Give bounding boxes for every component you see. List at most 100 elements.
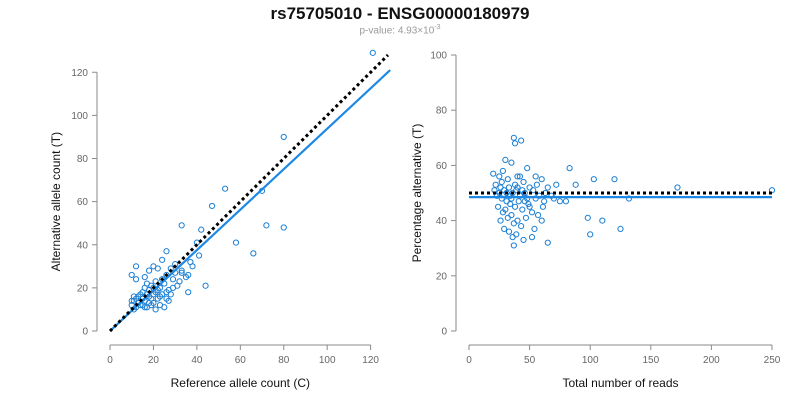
- data-point: [518, 137, 525, 144]
- data-point: [510, 220, 517, 227]
- data-point: [502, 156, 509, 163]
- data-point: [490, 170, 497, 177]
- fit-line: [109, 69, 391, 332]
- data-point: [132, 263, 140, 270]
- chart-title: rs75705010 - ENSG00000180979: [270, 4, 530, 23]
- data-point: [501, 225, 508, 232]
- data-point: [145, 299, 153, 307]
- x-axis-title: Reference allele count (C): [171, 376, 310, 390]
- data-point: [503, 189, 510, 197]
- data-point: [532, 173, 539, 180]
- y-tick-label: 0: [441, 327, 447, 338]
- data-point: [538, 176, 545, 183]
- data-point: [169, 276, 177, 283]
- y-tick-label: 60: [77, 197, 89, 208]
- x-tick-label: 100: [319, 355, 336, 366]
- data-point: [584, 214, 591, 221]
- data-point: [504, 176, 511, 183]
- x-tick-label: 0: [107, 355, 113, 366]
- data-point: [522, 214, 530, 221]
- data-point: [516, 173, 524, 180]
- data-point: [497, 184, 504, 191]
- data-point: [150, 263, 157, 270]
- data-point: [208, 202, 216, 210]
- data-point: [530, 187, 537, 194]
- data-point: [514, 217, 521, 224]
- data-point: [498, 195, 505, 202]
- data-point: [152, 278, 159, 285]
- data-point: [611, 176, 618, 183]
- y-tick-label: 120: [71, 68, 88, 79]
- data-point: [572, 181, 579, 188]
- data-point: [503, 198, 510, 205]
- data-point: [528, 234, 536, 241]
- data-point: [141, 304, 148, 311]
- y-axis-title: Alternative allele count (T): [49, 132, 63, 271]
- y-tick-label: 20: [77, 283, 89, 294]
- data-point: [526, 184, 533, 191]
- x-tick-label: 0: [466, 355, 472, 366]
- data-point: [198, 226, 205, 233]
- data-point: [497, 217, 504, 224]
- data-point: [165, 297, 172, 304]
- data-point: [520, 178, 527, 186]
- x-tick-label: 200: [703, 355, 720, 366]
- data-point: [178, 222, 185, 229]
- data-point: [533, 181, 540, 188]
- data-point: [232, 239, 240, 246]
- data-point: [508, 195, 515, 202]
- data-point: [508, 159, 515, 166]
- data-point: [145, 267, 153, 274]
- data-point: [520, 236, 527, 244]
- data-point: [519, 206, 526, 213]
- data-point: [509, 234, 516, 241]
- data-point: [163, 289, 170, 296]
- data-point: [553, 181, 560, 188]
- data-point: [528, 209, 536, 216]
- data-point: [526, 203, 533, 210]
- data-point: [548, 192, 555, 199]
- data-point: [510, 242, 517, 249]
- data-point: [587, 231, 594, 238]
- data-point: [499, 167, 507, 175]
- x-tick-label: 20: [148, 355, 160, 366]
- y-tick-label: 80: [77, 154, 89, 165]
- data-point: [538, 217, 545, 224]
- x-tick-label: 100: [582, 355, 599, 366]
- data-point: [280, 133, 287, 141]
- data-point: [556, 198, 564, 205]
- data-point: [156, 293, 164, 300]
- x-tick-label: 50: [524, 355, 536, 366]
- data-point: [178, 269, 185, 276]
- y-axis-title: Percentage alternative (T): [410, 124, 424, 263]
- data-point: [617, 225, 624, 232]
- data-point: [514, 173, 521, 180]
- data-point: [510, 134, 517, 141]
- data-point: [494, 203, 502, 210]
- data-point: [502, 206, 509, 213]
- y-tick-label: 80: [436, 106, 448, 117]
- data-point: [178, 267, 185, 274]
- data-point: [141, 273, 148, 281]
- data-point: [513, 231, 520, 238]
- x-tick-label: 40: [191, 355, 203, 366]
- data-point: [222, 185, 229, 192]
- data-point: [562, 198, 570, 205]
- data-point: [514, 184, 521, 191]
- x-tick-label: 120: [362, 355, 379, 366]
- data-point: [539, 203, 547, 210]
- data-point: [566, 165, 573, 172]
- data-point: [531, 225, 538, 232]
- y-tick-label: 20: [436, 271, 448, 282]
- x-tick-label: 150: [642, 355, 659, 366]
- data-point: [185, 289, 192, 296]
- reference-line: [108, 53, 390, 333]
- data-point: [152, 306, 159, 313]
- data-point: [590, 176, 597, 183]
- data-point: [544, 239, 551, 246]
- data-point: [505, 228, 513, 235]
- y-tick-label: 60: [436, 161, 448, 172]
- x-tick-label: 80: [278, 355, 290, 366]
- data-point: [599, 217, 606, 224]
- data-point: [169, 284, 177, 291]
